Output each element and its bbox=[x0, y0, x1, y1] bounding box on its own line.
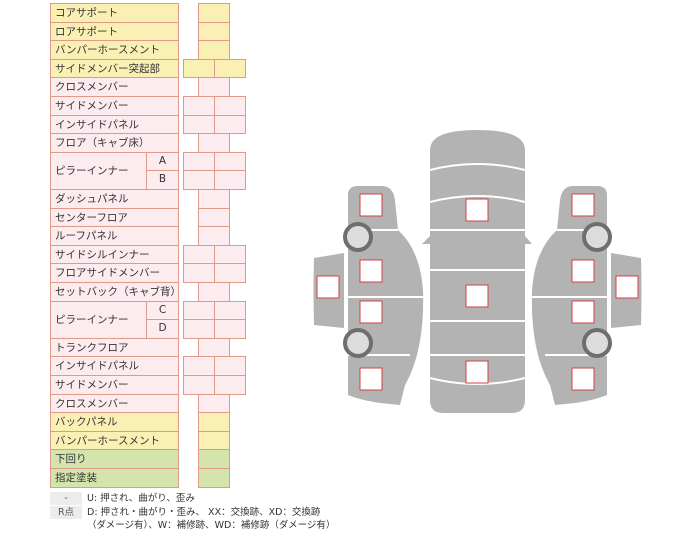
row-label: バンパーホースメント bbox=[50, 430, 179, 451]
row-sub-label: C bbox=[146, 300, 179, 321]
damage-marker[interactable] bbox=[571, 259, 595, 283]
damage-marker[interactable] bbox=[465, 198, 489, 222]
damage-entry-cell[interactable] bbox=[214, 375, 246, 395]
row-label: ピラーインナー bbox=[50, 300, 147, 339]
legend-text-u: U: 押され、曲がり、歪み bbox=[87, 493, 195, 504]
damage-marker[interactable] bbox=[615, 275, 639, 299]
row-label: サイドシルインナー bbox=[50, 244, 179, 265]
damage-marker[interactable] bbox=[571, 367, 595, 391]
row-label: サイドメンバー突起部 bbox=[50, 58, 179, 79]
row-label: クロスメンバー bbox=[50, 77, 179, 97]
row-label: クロスメンバー bbox=[50, 393, 179, 414]
damage-marker[interactable] bbox=[465, 284, 489, 308]
damage-marker[interactable] bbox=[359, 300, 383, 324]
row-label: ピラーインナー bbox=[50, 151, 147, 190]
damage-marker[interactable] bbox=[359, 259, 383, 283]
row-label: センターフロア bbox=[50, 207, 179, 228]
damage-marker[interactable] bbox=[316, 275, 340, 299]
row-label: フロア（キャブ床） bbox=[50, 133, 179, 153]
legend-key-r: R点 bbox=[50, 506, 82, 519]
car-left-side bbox=[348, 186, 424, 405]
damage-marker[interactable] bbox=[359, 367, 383, 391]
row-label: バンパーホースメント bbox=[50, 40, 179, 60]
damage-marker[interactable] bbox=[465, 360, 489, 384]
row-label: バックパネル bbox=[50, 412, 179, 432]
row-sub-label: A bbox=[146, 151, 179, 172]
wheel-icon bbox=[582, 222, 612, 252]
legend-text-d: D: 押され・曲がり・歪み、 XX：交換跡、XD：交換跡 bbox=[87, 507, 321, 518]
damage-marker[interactable] bbox=[571, 193, 595, 217]
car-top-body bbox=[422, 130, 532, 413]
wheel-icon bbox=[343, 222, 373, 252]
row-label: インサイドパネル bbox=[50, 114, 179, 135]
damage-entry-cell[interactable] bbox=[198, 468, 230, 488]
damage-entry-cell[interactable] bbox=[214, 170, 246, 190]
row-label: サイドメンバー bbox=[50, 96, 179, 116]
damage-entry-cell[interactable] bbox=[214, 263, 246, 283]
legend-text-w: （ダメージ有）、W：補修跡、WD：補修跡（ダメージ有） bbox=[87, 520, 336, 531]
damage-marker[interactable] bbox=[359, 193, 383, 217]
legend-key-dash: - bbox=[50, 492, 82, 505]
row-label: フロアサイドメンバー bbox=[50, 263, 179, 283]
row-label: 指定塗装 bbox=[50, 468, 179, 488]
damage-entry-cell[interactable] bbox=[214, 319, 246, 339]
car-right-side bbox=[531, 186, 607, 405]
damage-entry-cell[interactable] bbox=[214, 114, 246, 135]
wheel-icon bbox=[343, 328, 373, 358]
damage-entry-cell[interactable] bbox=[214, 58, 246, 79]
damage-marker[interactable] bbox=[571, 300, 595, 324]
wheel-icon bbox=[582, 328, 612, 358]
